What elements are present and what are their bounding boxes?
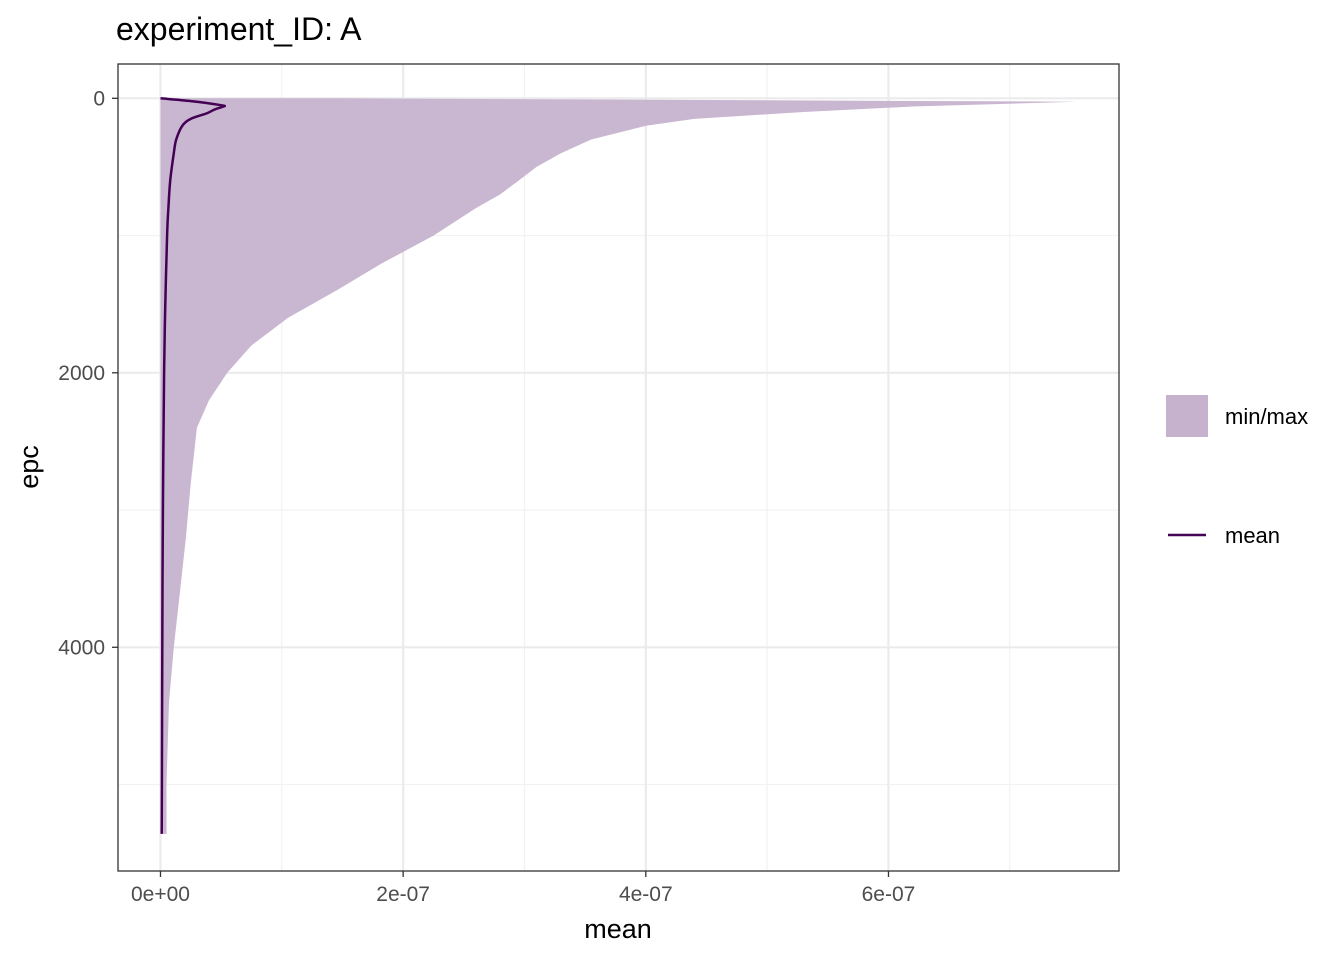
x-axis-label: mean — [584, 914, 652, 944]
x-tick-label: 2e-07 — [376, 883, 430, 906]
legend: min/max mean — [1166, 395, 1308, 548]
data-layer — [160, 97, 1077, 834]
ribbon-min-max — [160, 98, 1077, 834]
x-tick-label: 0e+00 — [131, 883, 190, 906]
legend-key-ribbon — [1166, 395, 1208, 437]
y-axis-label: epc — [14, 445, 44, 489]
mean-line — [160, 97, 227, 834]
legend-label-mean: mean — [1225, 523, 1280, 548]
chart-title: experiment_ID: A — [116, 11, 362, 47]
x-tick-label: 6e-07 — [862, 883, 916, 906]
y-tick-label: 4000 — [58, 636, 105, 659]
x-tick-label: 4e-07 — [619, 883, 673, 906]
legend-label-ribbon: min/max — [1225, 404, 1308, 429]
panel-border — [117, 63, 1120, 872]
y-axis: 0 2000 4000 — [58, 87, 118, 659]
y-tick-label: 0 — [93, 87, 105, 110]
x-axis: 0e+00 2e-07 4e-07 6e-07 — [131, 871, 915, 906]
y-tick-label: 2000 — [58, 362, 105, 385]
